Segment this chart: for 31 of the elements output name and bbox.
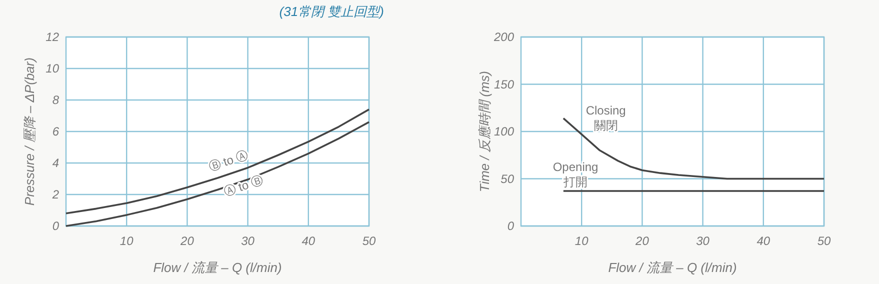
x-tick-label: 40 <box>302 234 316 248</box>
y-tick-label: 6 <box>52 124 60 138</box>
y-tick-label: 4 <box>52 156 60 170</box>
y-tick-label: 200 <box>492 30 514 44</box>
x-axis-title: Flow / 流量 – Q (l/min) <box>153 260 282 275</box>
y-tick-label: 10 <box>46 62 60 76</box>
text: Ⓑ to Ⓐ <box>206 148 250 174</box>
x-tick-label: 10 <box>120 234 134 248</box>
series-label: Closing 關閉 <box>586 103 626 132</box>
text: Ⓐ to Ⓑ <box>222 173 266 199</box>
x-tick-label: 10 <box>574 234 589 248</box>
x-tick-label: 40 <box>756 234 770 248</box>
x-tick-label: 20 <box>180 234 194 248</box>
x-tick-label: 50 <box>362 234 376 248</box>
y-tick-label: 2 <box>51 188 60 202</box>
y-tick-label: 12 <box>46 30 60 44</box>
y-tick-label: 8 <box>52 93 60 107</box>
chart-title: (31常閉 雙止回型) <box>279 4 384 19</box>
y-tick-label: 150 <box>494 77 514 92</box>
y-tick-label: 0 <box>507 219 514 233</box>
line-series <box>65 108 370 214</box>
y-tick-label: 100 <box>494 124 514 138</box>
y-tick-label: 0 <box>52 219 60 233</box>
x-tick-label: 30 <box>696 234 710 248</box>
x-axis-title: Flow / 流量 – Q (l/min) <box>608 260 737 275</box>
y-axis-title: Pressure / 壓降 – ΔP(bar) <box>22 57 37 206</box>
x-tick-label: 50 <box>817 234 831 248</box>
x-tick-label: 20 <box>634 234 650 248</box>
y-axis-title: Time / 反應時間 (ms) <box>477 70 492 192</box>
y-tick-label: 50 <box>500 172 514 186</box>
x-tick-label: 30 <box>241 234 255 248</box>
